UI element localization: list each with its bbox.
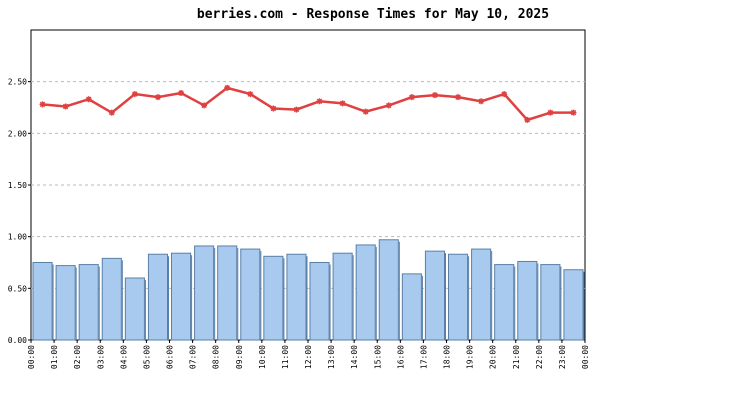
x-tick-label: 19:00 bbox=[466, 345, 475, 369]
bar bbox=[355, 244, 376, 341]
bar bbox=[101, 257, 122, 341]
bar bbox=[378, 239, 399, 341]
x-tick-label: 07:00 bbox=[189, 345, 198, 369]
bar bbox=[147, 253, 169, 341]
bar bbox=[424, 250, 445, 341]
x-tick-label: 20:00 bbox=[489, 345, 498, 369]
x-tick-label: 01:00 bbox=[50, 345, 59, 369]
x-tick-label: 11:00 bbox=[281, 345, 290, 369]
x-tick-label: 04:00 bbox=[119, 345, 128, 369]
line-marker bbox=[224, 84, 231, 91]
line-marker bbox=[270, 105, 277, 112]
chart-title: berries.com - Response Times for May 10,… bbox=[197, 7, 549, 22]
bar bbox=[517, 260, 538, 341]
x-tick-label: 23:00 bbox=[558, 345, 567, 369]
bar bbox=[494, 264, 515, 341]
line-marker bbox=[501, 91, 508, 98]
x-tick-label: 08:00 bbox=[212, 345, 221, 369]
bar bbox=[332, 252, 353, 341]
line-marker bbox=[408, 94, 415, 101]
bar bbox=[563, 269, 584, 341]
x-tick-label: 02:00 bbox=[73, 345, 82, 369]
line-marker bbox=[293, 106, 300, 113]
bar bbox=[78, 264, 99, 341]
x-tick-label: 06:00 bbox=[166, 345, 175, 369]
line-marker bbox=[108, 109, 115, 116]
bar bbox=[32, 262, 53, 341]
line-marker bbox=[339, 100, 346, 107]
x-tick-label: 16:00 bbox=[396, 345, 405, 369]
bar bbox=[401, 273, 422, 341]
bar bbox=[286, 253, 307, 341]
x-tick-label: 13:00 bbox=[327, 345, 336, 369]
bar bbox=[171, 252, 192, 341]
y-tick-label: 2.50 bbox=[8, 78, 27, 87]
x-tick-label: 00:00 bbox=[581, 345, 590, 369]
bar bbox=[540, 264, 561, 341]
x-tick-label: 12:00 bbox=[304, 345, 313, 369]
line-marker bbox=[524, 116, 531, 123]
y-tick-label: 2.00 bbox=[8, 129, 27, 138]
bar bbox=[309, 262, 330, 341]
bar bbox=[124, 277, 145, 341]
line-marker bbox=[201, 102, 208, 109]
line-marker bbox=[385, 102, 392, 109]
x-tick-label: 10:00 bbox=[258, 345, 267, 369]
bar bbox=[448, 253, 469, 341]
y-tick-label: 0.50 bbox=[8, 284, 27, 293]
bar bbox=[240, 248, 261, 341]
x-tick-label: 18:00 bbox=[443, 345, 452, 369]
line-marker bbox=[154, 94, 161, 101]
line-marker bbox=[247, 91, 254, 98]
bar bbox=[194, 245, 215, 341]
line-marker bbox=[455, 94, 462, 101]
x-tick-label: 09:00 bbox=[235, 345, 244, 369]
bar bbox=[471, 248, 492, 341]
x-tick-label: 15:00 bbox=[373, 345, 382, 369]
x-tick-label: 22:00 bbox=[535, 345, 544, 369]
line-marker bbox=[39, 101, 46, 108]
x-tick-label: 03:00 bbox=[96, 345, 105, 369]
line-marker bbox=[362, 108, 369, 115]
x-tick-label: 14:00 bbox=[350, 345, 359, 369]
x-tick-label: 21:00 bbox=[512, 345, 521, 369]
x-tick-label: 00:00 bbox=[27, 345, 36, 369]
line bbox=[42, 86, 574, 122]
y-tick-label: 1.00 bbox=[8, 233, 27, 242]
line-marker bbox=[85, 96, 92, 103]
line-marker bbox=[62, 103, 69, 110]
y-tick-label: 0.00 bbox=[8, 336, 27, 345]
line-marker bbox=[431, 92, 438, 99]
bar bbox=[217, 245, 238, 341]
line-marker bbox=[570, 109, 577, 116]
bar bbox=[55, 265, 76, 341]
line-marker bbox=[316, 98, 323, 105]
x-tick-label: 05:00 bbox=[142, 345, 151, 369]
line-marker bbox=[478, 98, 485, 105]
bar bbox=[263, 255, 284, 341]
x-tick-label: 17:00 bbox=[419, 345, 428, 369]
line-marker bbox=[547, 109, 554, 116]
y-tick-label: 1.50 bbox=[8, 181, 27, 190]
line-marker bbox=[131, 91, 138, 98]
line-marker bbox=[178, 90, 185, 97]
